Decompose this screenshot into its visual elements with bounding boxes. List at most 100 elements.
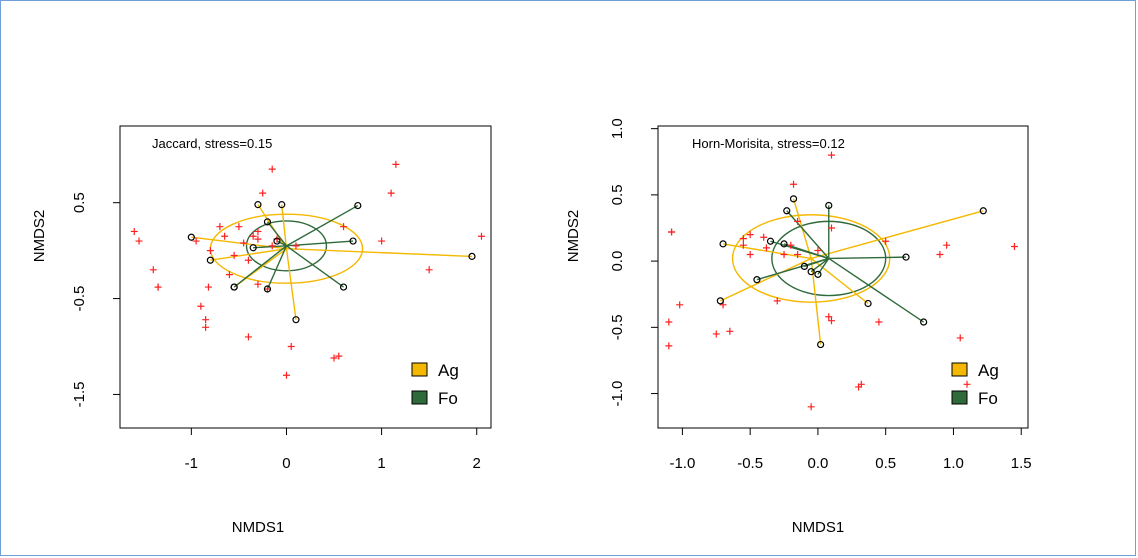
fo-spider-line: [786, 210, 830, 259]
x-axis-label: NMDS1: [792, 519, 845, 536]
species-point: [665, 318, 673, 326]
ag-spider-line: [285, 248, 297, 320]
fo-spider-line: [233, 245, 287, 288]
species-point: [340, 223, 348, 231]
fo-site-point: [263, 218, 272, 226]
fo-spider-line: [276, 240, 287, 247]
species-point: [1010, 243, 1018, 251]
species-point: [378, 237, 386, 245]
fo-site-point: [263, 285, 272, 293]
legend: Ag Fo: [951, 361, 999, 408]
x-tick-label: -1: [185, 455, 198, 472]
x-tick-label: -1.0: [669, 455, 695, 472]
plot-marks: [665, 151, 1018, 411]
y-tick-label: -0.5: [609, 314, 626, 340]
fo-dispersion-ellipse: [245, 220, 328, 272]
stress-annotation: Horn-Morisita, stress=0.12: [692, 136, 845, 151]
ag-site-point: [187, 233, 195, 241]
legend-swatch-fo: [951, 390, 968, 405]
x-tick-label: 1.0: [943, 455, 964, 472]
ag-site-point: [292, 316, 300, 324]
ag-spider-line: [257, 204, 288, 250]
species-point: [292, 242, 300, 250]
x-tick-label: 0.0: [807, 455, 828, 472]
ag-spider-line: [810, 257, 869, 305]
species-point: [790, 180, 798, 188]
axis-ticks: -1 0 1 2 -1.5 -0.5 0.5: [71, 192, 481, 472]
ag-site-point: [719, 240, 727, 248]
species-point: [130, 227, 138, 235]
species-point: [244, 256, 252, 264]
species-point: [268, 242, 276, 250]
species-point: [794, 217, 802, 225]
y-tick-label: -0.5: [71, 286, 88, 312]
species-point: [254, 227, 262, 235]
species-point: [726, 327, 734, 335]
fo-spider-line: [828, 257, 925, 323]
fo-spider-line: [266, 221, 288, 247]
species-point: [882, 237, 890, 245]
x-tick-label: 2: [473, 455, 481, 472]
fo-site-point: [780, 240, 788, 248]
ag-site-point: [979, 207, 987, 215]
legend-label-fo: Fo: [438, 389, 458, 408]
axis-ticks: -1.0 -0.5 0.0 0.5 1.0 1.5 -1.0 -0.5 0.0 0.5 1.0: [609, 118, 1032, 472]
species-point: [154, 283, 162, 291]
fo-site-point: [230, 283, 238, 291]
species-point: [202, 323, 210, 331]
fo-site-point: [249, 244, 257, 252]
fo-site-point: [783, 207, 791, 215]
species-point: [240, 239, 248, 247]
x-tick-label: 1: [377, 455, 385, 472]
legend-swatch-ag: [951, 362, 968, 377]
species-point: [760, 233, 768, 241]
species-point: [259, 189, 267, 197]
species-point: [335, 352, 343, 360]
fo-spider-line: [810, 257, 830, 273]
species-point: [857, 380, 865, 388]
fo-site-point: [753, 276, 761, 284]
y-tick-label: 0.0: [609, 251, 626, 272]
fo-spider-line: [266, 245, 288, 290]
y-tick-label: 1.0: [609, 118, 626, 139]
fo-site-point: [354, 201, 362, 210]
jaccard-panel: Jaccard, stress=0.15 NMDS1 NMDS2 -1 0 1 2-1…: [31, 125, 492, 536]
species-point: [149, 266, 157, 274]
fo-spider-line: [286, 245, 344, 288]
species-point: [676, 301, 684, 309]
species-point: [263, 285, 271, 293]
species-point: [230, 251, 238, 259]
species-point: [780, 250, 788, 258]
species-point: [477, 232, 485, 240]
x-tick-label: 0.5: [875, 455, 896, 472]
y-tick-label: -1.5: [71, 382, 88, 408]
species-point: [221, 232, 229, 240]
species-point: [814, 247, 822, 255]
species-point: [192, 237, 200, 245]
species-point: [202, 316, 210, 324]
species-point: [135, 237, 143, 245]
x-axis-label: NMDS1: [232, 519, 285, 536]
legend-label-ag: Ag: [438, 361, 459, 380]
species-point: [739, 235, 747, 243]
species-point: [216, 223, 224, 231]
species-point: [287, 343, 295, 351]
stress-annotation: Jaccard, stress=0.15: [152, 136, 272, 151]
species-point: [825, 313, 833, 321]
ag-site-point: [254, 201, 262, 209]
species-point: [668, 228, 676, 236]
x-tick-label: -0.5: [737, 455, 763, 472]
ag-site-point: [716, 297, 724, 305]
ag-site-point: [206, 256, 214, 264]
ag-spider-line: [810, 258, 822, 345]
fo-spider-line: [286, 240, 354, 247]
legend-label-ag: Ag: [978, 361, 999, 380]
x-tick-label: 0: [282, 455, 290, 472]
plot-marks: [130, 160, 485, 379]
ag-site-point: [789, 195, 798, 203]
species-point: [773, 297, 781, 305]
fo-site-point: [766, 237, 775, 245]
fo-site-point: [902, 253, 910, 261]
